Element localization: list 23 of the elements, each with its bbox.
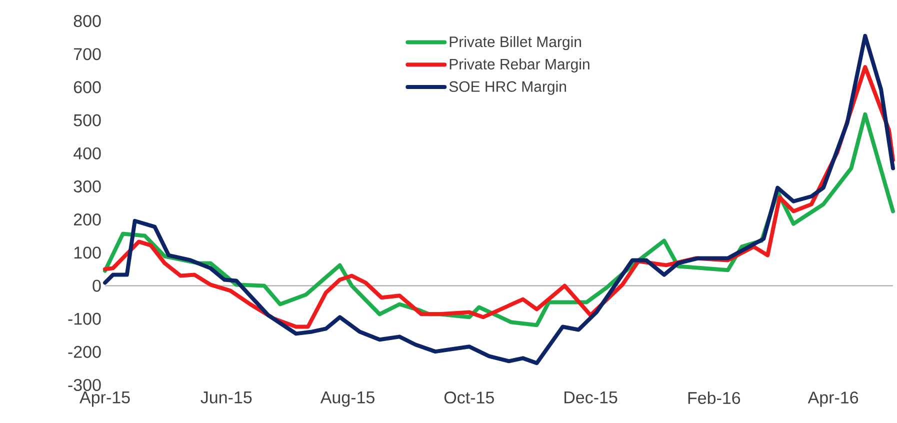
y-tick-label: 800 bbox=[74, 14, 101, 28]
legend-label: Private Billet Margin bbox=[450, 36, 582, 50]
y-tick-label: -200 bbox=[68, 346, 101, 358]
y-tick-label: 0 bbox=[92, 280, 101, 292]
y-tick-label: 100 bbox=[74, 246, 101, 259]
legend-label: SOE HRC Margin bbox=[449, 80, 566, 95]
x-tick-label: Jun-15 bbox=[200, 392, 252, 404]
x-tick-label: Dec-15 bbox=[564, 392, 618, 404]
x-tick-label: Apr-16 bbox=[808, 392, 858, 407]
line-series bbox=[103, 34, 895, 366]
y-tick-label: 500 bbox=[74, 114, 101, 126]
y-tick-label: -300 bbox=[68, 378, 101, 392]
y-tick-label: 400 bbox=[74, 147, 101, 160]
x-tick-label: Feb-16 bbox=[688, 392, 740, 404]
y-tick-label: 200 bbox=[74, 214, 101, 226]
legend-label: Private Rebar Margin bbox=[450, 58, 590, 72]
x-tick-label: Apr-15 bbox=[80, 392, 130, 407]
y-tick-label: 700 bbox=[74, 48, 101, 60]
y-tick-label: 600 bbox=[74, 81, 101, 94]
x-tick-label: Oct-15 bbox=[444, 392, 494, 404]
x-tick-label: Aug-15 bbox=[320, 392, 374, 407]
y-tick-label: -100 bbox=[68, 312, 101, 325]
y-tick-label: 300 bbox=[74, 180, 101, 192]
